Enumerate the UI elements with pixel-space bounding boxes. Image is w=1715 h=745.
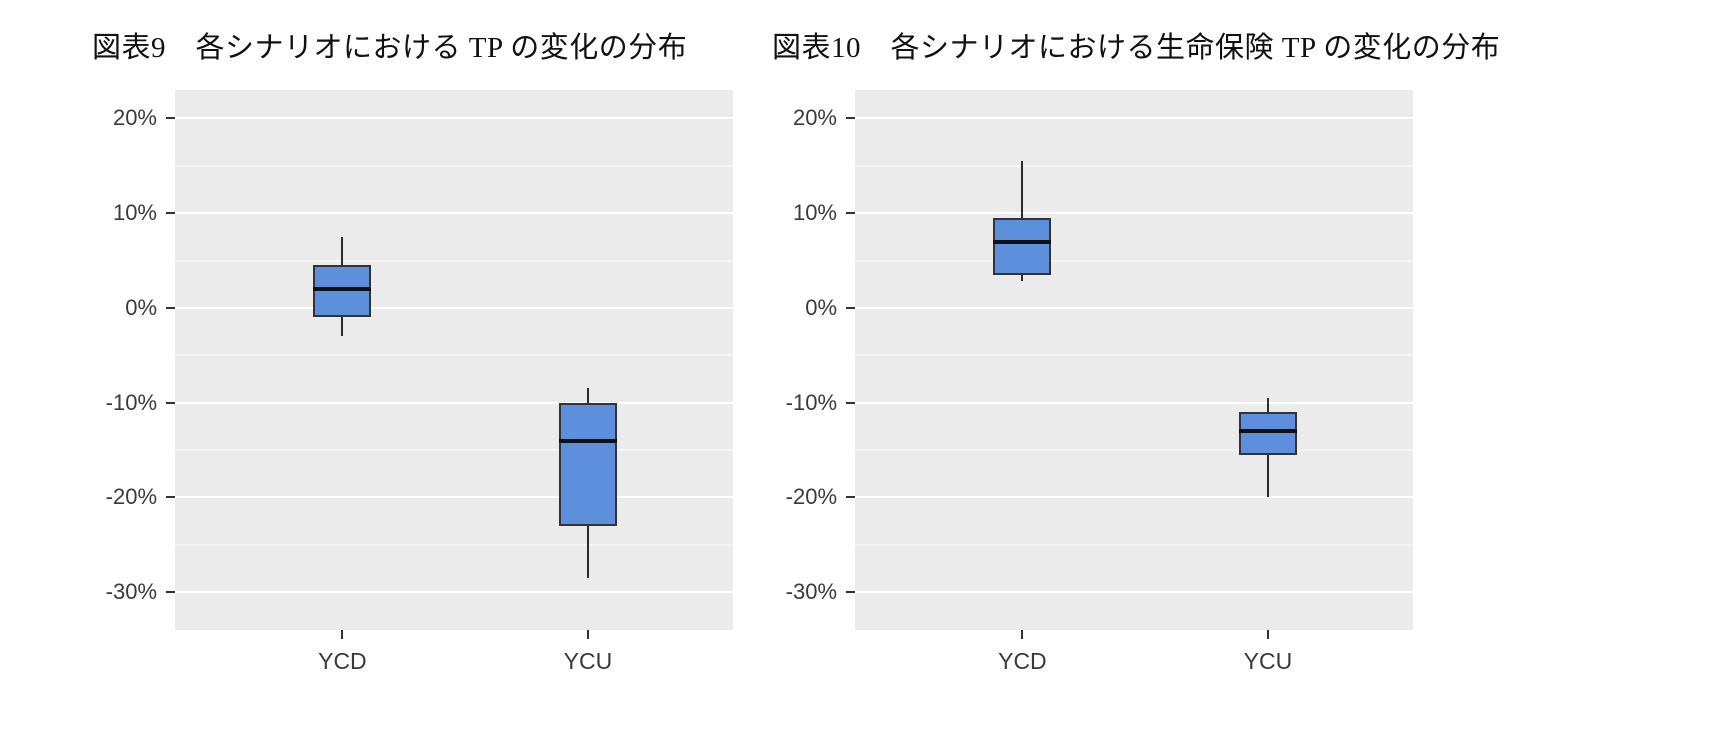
y-tick-mark [846,306,855,309]
y-tick-mark [166,496,175,499]
box [313,265,372,318]
x-axis: YCD YCU [855,630,1413,700]
gridline-minor [855,260,1413,262]
y-tick-label: -10% [785,389,837,415]
box [993,217,1052,275]
y-axis: 20% 10% 0% -10% -20% -30% [70,90,175,630]
gridline-major [855,401,1413,404]
y-tick-mark [166,306,175,309]
y-tick-mark [846,401,855,404]
y-tick-mark [166,401,175,404]
y-tick-mark [846,117,855,120]
gridline-major [855,117,1413,120]
gridline-minor [855,354,1413,356]
y-tick-label: -30% [105,579,157,605]
y-tick-label: -10% [105,389,157,415]
chart-title: 図表10 各シナリオにおける生命保険 TP の変化の分布 [772,32,1501,64]
chart-figure-9: 図表9 各シナリオにおける TP の変化の分布 20% 10% 0% -10% -20%… [70,10,750,740]
y-axis: 20% 10% 0% -10% -20% -30% [750,90,855,630]
x-tick-mark [1021,630,1024,639]
y-tick-label: 0% [805,294,837,320]
y-tick-mark [166,117,175,120]
gridline-minor [175,449,733,451]
gridline-major [855,306,1413,309]
x-axis: YCD YCU [175,630,733,700]
gridline-minor [175,165,733,167]
gridline-major [175,591,733,594]
y-tick-label: 10% [792,200,837,226]
gridline-major [855,212,1413,215]
gridline-minor [175,544,733,546]
y-tick-mark [166,212,175,215]
gridline-major [175,306,733,309]
x-tick-label: YCU [1243,648,1293,674]
y-tick-label: 10% [112,200,157,226]
x-tick-label: YCD [998,648,1047,674]
gridline-major [855,591,1413,594]
gridline-major [175,212,733,215]
median-line [313,286,372,291]
gridline-major [175,496,733,499]
y-tick-label: -30% [785,579,837,605]
x-tick-mark [1266,630,1269,639]
plot-area [855,90,1413,630]
plot-area [175,90,733,630]
gridline-minor [855,544,1413,546]
box [1238,412,1297,455]
gridline-minor [175,354,733,356]
gridline-major [855,496,1413,499]
x-tick-mark [586,630,589,639]
gridline-major [175,401,733,404]
y-tick-mark [846,496,855,499]
median-line [993,239,1052,244]
gridline-minor [175,260,733,262]
x-tick-label: YCD [318,648,367,674]
y-tick-mark [846,212,855,215]
y-tick-label: -20% [785,484,837,510]
y-tick-label: 0% [125,294,157,320]
y-tick-mark [846,591,855,594]
y-tick-label: 20% [112,105,157,131]
chart-title: 図表9 各シナリオにおける TP の変化の分布 [92,32,688,64]
y-tick-label: 20% [792,105,837,131]
median-line [558,438,617,443]
median-line [1238,429,1297,434]
y-tick-mark [166,591,175,594]
gridline-major [175,117,733,120]
box [558,402,617,526]
gridline-minor [855,165,1413,167]
gridline-minor [855,449,1413,451]
x-tick-mark [341,630,344,639]
chart-figure-10: 図表10 各シナリオにおける生命保険 TP の変化の分布 20% 10% 0% -10… [750,10,1501,740]
x-tick-label: YCU [563,648,613,674]
y-tick-label: -20% [105,484,157,510]
